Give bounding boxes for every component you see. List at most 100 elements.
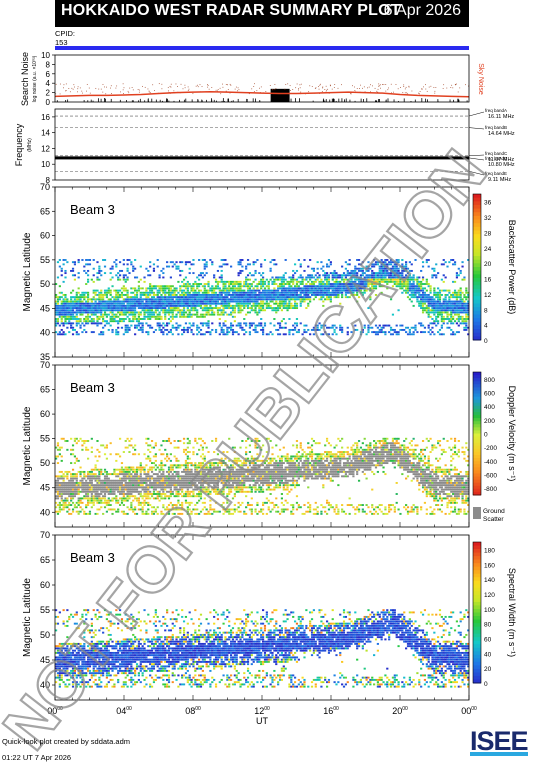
noise-dot <box>333 87 335 88</box>
data-cell <box>437 294 440 296</box>
data-cell <box>152 497 156 500</box>
data-cell <box>135 468 139 471</box>
data-cell <box>393 261 396 264</box>
colorbar-segment <box>473 223 481 228</box>
data-cell <box>435 276 438 279</box>
data-cell <box>260 263 263 266</box>
data-cell <box>94 495 97 498</box>
data-cell <box>55 497 58 500</box>
data-cell <box>130 444 133 447</box>
data-cell <box>429 304 432 307</box>
colorbar-segment <box>473 248 481 253</box>
data-cell <box>198 294 201 296</box>
data-cell <box>120 291 124 294</box>
data-cell <box>132 470 135 473</box>
data-cell <box>162 326 165 329</box>
data-cell <box>389 280 393 283</box>
data-cell <box>344 261 347 264</box>
data-cell <box>181 313 184 316</box>
data-cell <box>107 479 110 482</box>
data-cell <box>365 267 368 270</box>
data-cell <box>162 322 165 325</box>
data-cell <box>363 285 366 288</box>
data-cell <box>329 283 332 285</box>
data-cell <box>233 294 236 296</box>
data-cell <box>92 504 95 506</box>
data-cell <box>246 298 250 301</box>
data-cell <box>380 274 383 277</box>
data-cell <box>103 307 107 310</box>
data-cell <box>455 300 459 303</box>
data-cell <box>406 276 410 279</box>
data-cell <box>196 315 199 318</box>
data-cell <box>295 294 299 296</box>
data-cell <box>152 331 156 334</box>
data-cell <box>213 302 216 305</box>
data-cell <box>393 280 396 283</box>
data-cell <box>92 304 95 307</box>
data-cell <box>320 285 323 288</box>
data-cell <box>77 309 80 312</box>
data-cell <box>207 296 210 299</box>
data-cell <box>233 320 236 323</box>
data-cell <box>81 501 84 504</box>
noise-dot <box>359 88 360 89</box>
data-cell <box>147 512 150 515</box>
data-cell <box>86 475 90 478</box>
data-cell <box>260 322 263 325</box>
data-cell <box>85 497 88 500</box>
data-cell <box>90 475 93 478</box>
data-cell <box>218 298 221 301</box>
data-cell <box>68 309 71 312</box>
data-cell <box>403 328 406 331</box>
data-cell <box>96 493 99 495</box>
data-cell <box>263 298 267 301</box>
data-cell <box>88 488 92 491</box>
data-cell <box>166 285 169 288</box>
data-cell <box>457 320 460 323</box>
data-cell <box>71 333 75 336</box>
data-cell <box>186 307 189 310</box>
data-cell <box>335 278 338 281</box>
data-cell <box>333 274 336 277</box>
data-cell <box>273 289 276 292</box>
data-cell <box>461 291 464 294</box>
data-cell <box>226 300 229 303</box>
data-cell <box>429 333 432 336</box>
data-cell <box>344 291 347 294</box>
data-cell <box>111 315 114 318</box>
data-cell <box>85 318 88 320</box>
data-cell <box>438 313 442 316</box>
data-cell <box>448 309 451 312</box>
data-cell <box>448 326 451 329</box>
data-cell <box>357 287 361 290</box>
data-cell <box>320 296 323 299</box>
data-cell <box>367 280 370 283</box>
data-cell <box>88 259 92 261</box>
data-cell <box>113 300 116 303</box>
data-cell <box>169 315 172 318</box>
data-cell <box>102 315 105 318</box>
data-cell <box>382 326 385 329</box>
data-cell <box>117 311 120 314</box>
data-cell <box>237 285 240 288</box>
data-cell <box>85 296 88 299</box>
data-cell <box>147 302 150 305</box>
data-cell <box>301 298 304 301</box>
data-cell <box>73 261 76 264</box>
data-cell <box>220 311 223 314</box>
data-cell <box>465 287 468 290</box>
data-cell <box>62 324 65 327</box>
data-cell <box>75 311 78 314</box>
data-cell <box>209 307 212 310</box>
data-cell <box>171 326 174 329</box>
data-cell <box>73 311 76 314</box>
data-cell <box>337 289 340 292</box>
data-cell <box>293 322 297 325</box>
data-cell <box>467 311 470 314</box>
data-cell <box>98 272 101 275</box>
data-cell <box>303 269 306 272</box>
data-cell <box>171 304 174 307</box>
data-cell <box>128 508 131 511</box>
data-cell <box>239 307 242 310</box>
